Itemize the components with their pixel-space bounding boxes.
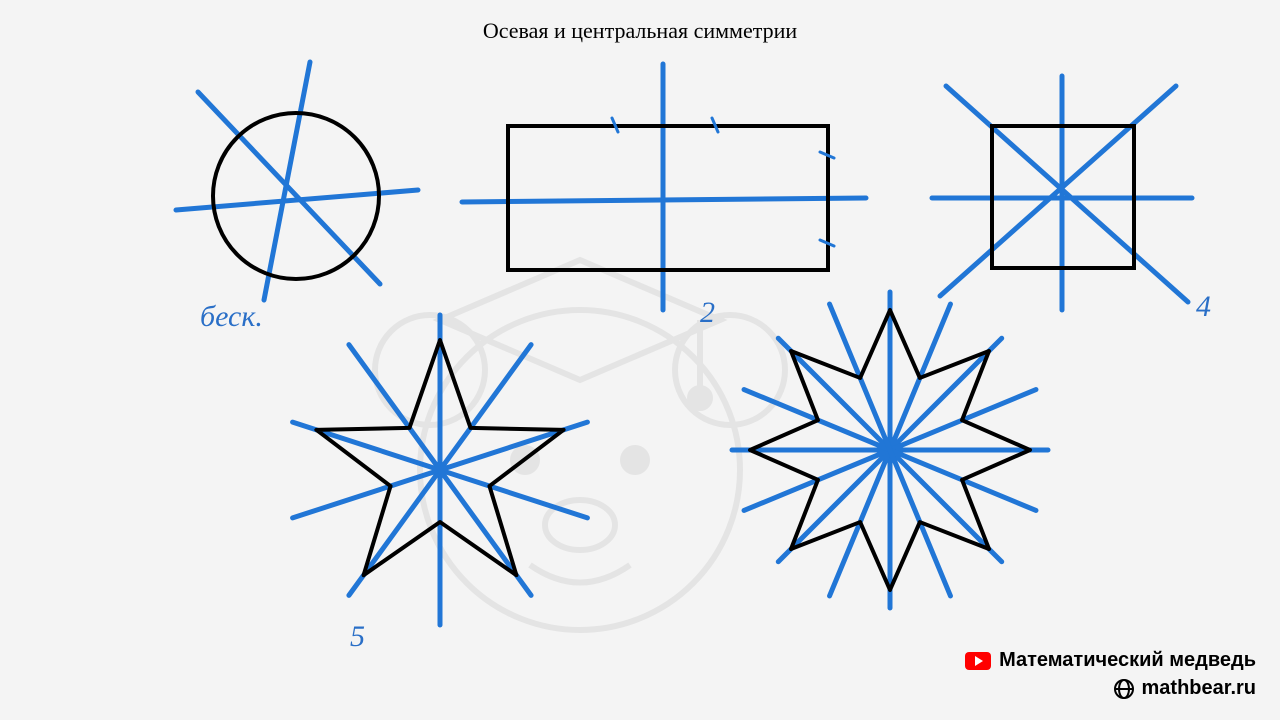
youtube-icon xyxy=(965,652,991,670)
youtube-label: Математический медведь xyxy=(999,649,1256,672)
globe-icon xyxy=(1114,679,1134,699)
label-rectangle: 2 xyxy=(700,296,715,330)
credit-youtube: Математический медведь xyxy=(965,649,1256,672)
label-star5: 5 xyxy=(350,620,365,654)
website-label: mathbear.ru xyxy=(1142,677,1256,700)
credit-website: mathbear.ru xyxy=(1114,677,1256,700)
label-circle: беск. xyxy=(200,300,263,334)
label-square: 4 xyxy=(1196,290,1211,324)
diagram-canvas xyxy=(0,0,1280,720)
